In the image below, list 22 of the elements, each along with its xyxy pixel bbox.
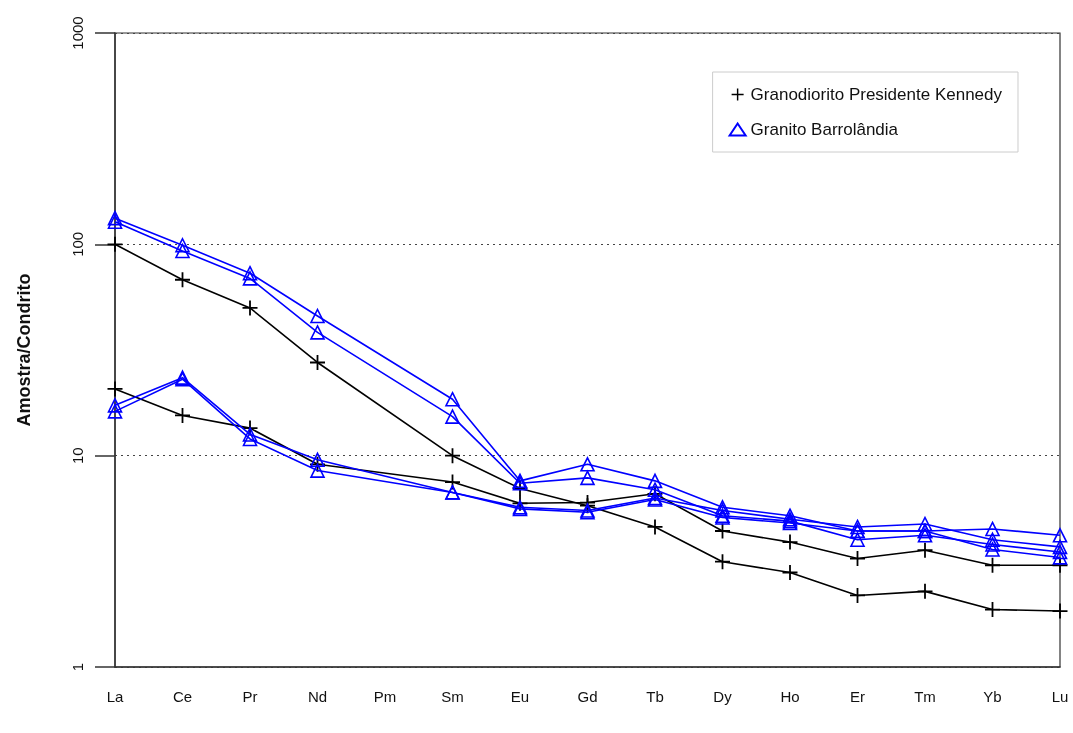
y-tick-label: 10	[69, 447, 86, 465]
x-tick-label: Er	[850, 688, 865, 705]
x-tick-label: Pm	[373, 688, 397, 705]
y-tick-label: 1	[69, 662, 86, 672]
legend-label: Granito Barrolândia	[750, 120, 899, 139]
x-tick-label: Gd	[577, 688, 598, 705]
x-tick-label: Dy	[713, 688, 733, 705]
x-tick-label: Ce	[172, 688, 193, 705]
x-tick-label: Yb	[983, 688, 1002, 705]
x-tick-label: Eu	[510, 688, 530, 705]
y-tick-label: 1000	[69, 16, 86, 50]
x-tick-label: Sm	[441, 688, 464, 705]
x-tick-label: Ho	[780, 688, 800, 705]
x-tick-label: Pr	[242, 688, 258, 705]
x-tick-label: Nd	[307, 688, 328, 705]
x-tick-label: Tm	[914, 688, 936, 705]
legend-label: Granodiorito Presidente Kennedy	[750, 85, 1003, 104]
x-tick-label: La	[106, 688, 124, 705]
x-tick-label: Tb	[646, 688, 664, 705]
y-tick-label: 100	[69, 231, 86, 257]
x-tick-label: Lu	[1051, 688, 1069, 705]
y-axis-title: Amostra/Condrito	[14, 273, 34, 427]
